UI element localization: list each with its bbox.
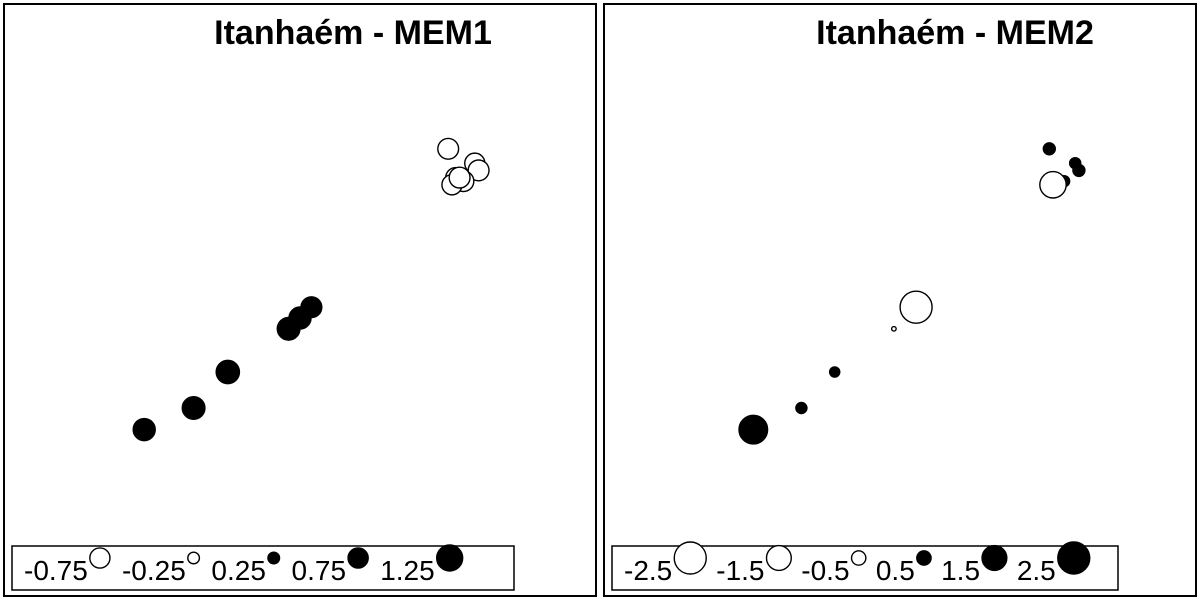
scatter-point [1042,142,1056,156]
legend-symbol [765,544,792,572]
legend-label: 0.25 [211,555,266,586]
scatter-point [1039,170,1067,199]
mem1-legend: -0.75 -0.25 0.25 0.75 1.25 [24,544,464,586]
scatter-point [300,296,323,319]
mem2-title: Itanhaém - MEM2 [816,14,1094,52]
scatter-point [215,359,241,385]
mem2-panel: Itanhaém - MEM2 -2.5 -1.5 -0.5 0.5 1.5 2.5 [603,3,1197,597]
legend-label: 1.5 [941,555,980,586]
scatter-point [437,137,460,160]
mem1-panel-frame [3,3,597,597]
legend-symbol [673,541,707,575]
legend-label: -2.5 [624,555,672,586]
scatter-point [1072,163,1086,178]
scatter-point [828,366,841,378]
legend-symbol [850,550,867,566]
mem2-points [738,142,1086,445]
legend-label: -0.5 [801,555,849,586]
mem2-panel-frame [603,3,1197,597]
legend-symbol [347,547,369,569]
legend-symbol [981,544,1008,572]
legend-label: -0.25 [122,555,186,586]
mem1-panel: Itanhaém - MEM1 -0.75 -0.25 0.25 0.75 1.25 [3,3,597,597]
mem2-legend: -2.5 -1.5 -0.5 0.5 1.5 2.5 [624,541,1091,586]
scatter-point [132,417,156,442]
scatter-point [738,414,769,445]
scatter-point [448,166,471,189]
legend-symbol [89,547,111,569]
legend-label: 1.25 [380,555,435,586]
legend-symbol [916,550,932,566]
legend-label: -0.75 [24,555,88,586]
legend-label: 0.5 [876,555,915,586]
mem1-points [132,137,490,442]
scatter-point [181,395,206,421]
legend-symbol [435,544,464,572]
scatter-point [795,401,808,415]
legend-label: 2.5 [1017,555,1056,586]
scatter-point [899,290,933,324]
legend-label: 0.75 [292,555,347,586]
scatter-point [467,159,490,182]
legend-label: -1.5 [716,555,764,586]
scatter-point [890,325,897,332]
legend-symbol [187,551,201,565]
legend-symbol [1057,541,1091,575]
mem1-title: Itanhaém - MEM1 [214,14,492,52]
legend-symbol [267,551,281,565]
